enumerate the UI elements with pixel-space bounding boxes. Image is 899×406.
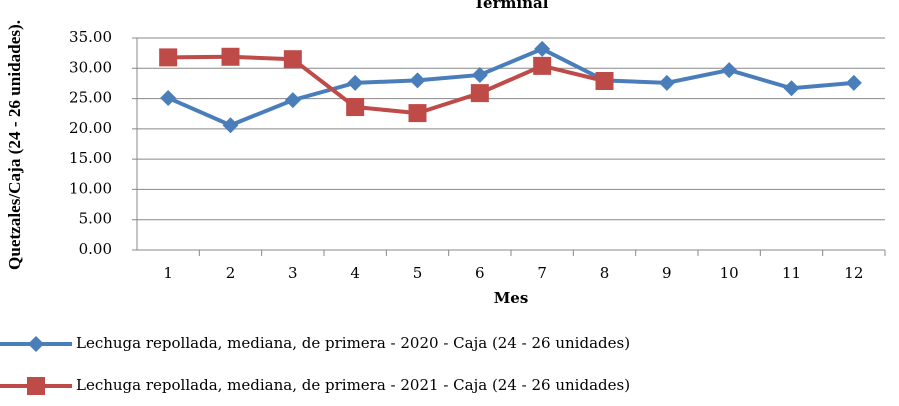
point-marker <box>346 98 365 117</box>
point-marker <box>783 80 800 97</box>
point-marker <box>595 72 614 91</box>
x-axis-label: Mes <box>494 289 529 307</box>
x-tick-label: 10 <box>720 264 739 282</box>
x-tick-label: 12 <box>844 264 863 282</box>
x-tick-label: 7 <box>537 264 547 282</box>
point-marker <box>222 117 239 134</box>
y-axis-label: Quetzales/Caja (24 - 26 unidades). <box>5 20 24 270</box>
point-marker <box>284 92 301 109</box>
series-line <box>168 54 605 116</box>
point-marker <box>347 74 364 91</box>
chart-title: Terminal <box>474 0 549 12</box>
point-marker <box>534 40 551 57</box>
point-marker <box>408 104 427 123</box>
point-marker <box>470 84 489 103</box>
series-line <box>167 46 855 128</box>
point-marker <box>160 89 177 106</box>
point-marker <box>845 74 862 91</box>
legend-label: Lechuga repollada, mediana, de primera -… <box>76 376 630 394</box>
point-marker <box>159 48 178 67</box>
x-tick-label: 2 <box>226 264 236 282</box>
y-tick-label: 35.00 <box>69 28 112 46</box>
point-marker <box>658 74 675 91</box>
x-tick-label: 9 <box>662 264 672 282</box>
point-marker <box>221 47 240 66</box>
y-tick-label: 5.00 <box>79 210 112 228</box>
point-marker <box>409 72 426 89</box>
y-tick-label: 25.00 <box>69 89 112 107</box>
point-marker <box>533 56 552 75</box>
legend-marker <box>28 336 44 352</box>
legend-label: Lechuga repollada, mediana, de primera -… <box>76 334 630 352</box>
x-tick-label: 1 <box>163 264 173 282</box>
x-tick-label: 4 <box>350 264 360 282</box>
x-tick-label: 3 <box>288 264 298 282</box>
y-tick-label: 10.00 <box>69 179 112 197</box>
point-marker <box>721 62 738 79</box>
legend-marker <box>27 377 45 395</box>
x-tick-label: 8 <box>600 264 610 282</box>
y-tick-label: 0.00 <box>79 240 112 258</box>
y-tick-label: 15.00 <box>69 149 112 167</box>
point-marker <box>283 50 302 69</box>
y-tick-label: 20.00 <box>69 119 112 137</box>
y-tick-label: 30.00 <box>69 58 112 76</box>
point-marker <box>471 66 488 83</box>
x-tick-label: 5 <box>413 264 423 282</box>
x-tick-label: 11 <box>782 264 801 282</box>
x-tick-label: 6 <box>475 264 485 282</box>
